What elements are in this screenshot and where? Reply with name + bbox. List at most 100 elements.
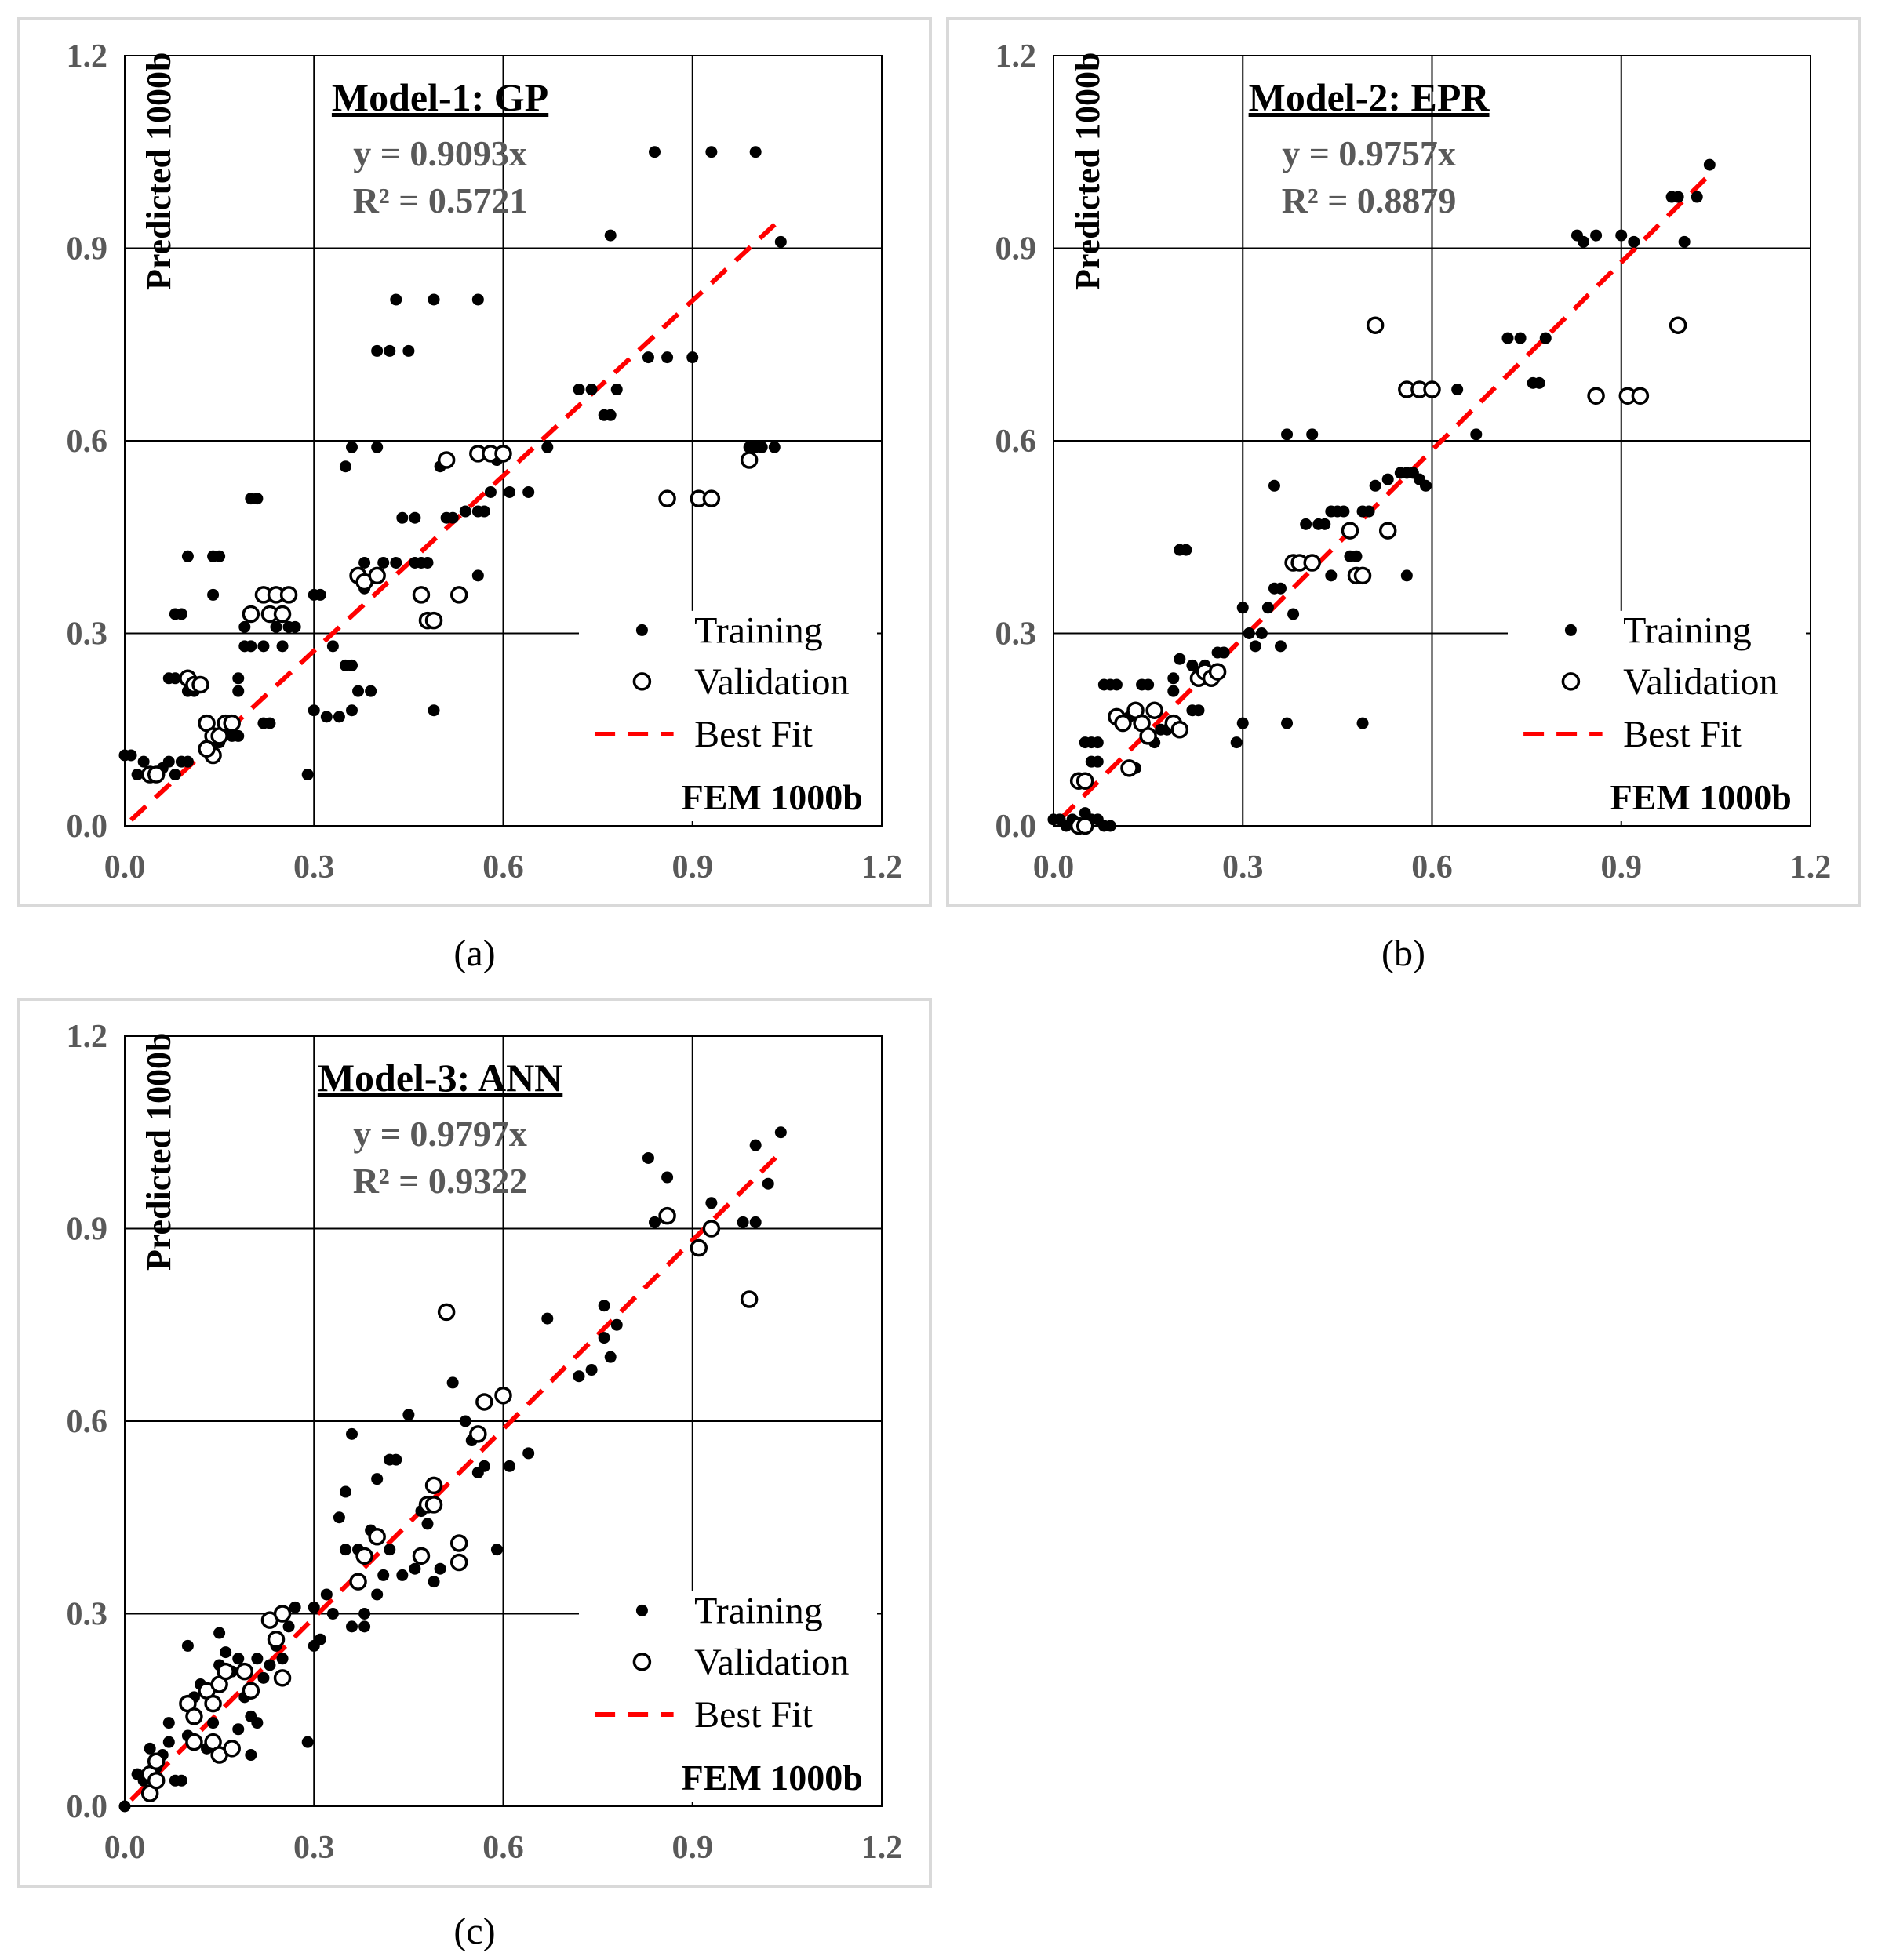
training-point <box>402 344 415 357</box>
training-point <box>434 1562 446 1575</box>
validation-point <box>1145 701 1163 719</box>
validation-point <box>437 1303 456 1322</box>
training-point <box>1300 518 1312 530</box>
training-point <box>1672 191 1684 203</box>
training-point <box>686 351 699 364</box>
legend-training-marker <box>635 1604 648 1616</box>
validation-point <box>449 1553 468 1572</box>
r-squared-value: R² = 0.9322 <box>353 1161 528 1201</box>
training-point <box>1539 332 1552 344</box>
validation-point <box>494 445 512 463</box>
training-point <box>339 460 351 473</box>
chart-title: Model-2: EPR <box>1249 75 1490 119</box>
training-point <box>541 1312 554 1325</box>
training-point <box>604 409 617 421</box>
regression-equation: y = 0.9093x <box>353 133 527 173</box>
training-point <box>346 659 358 671</box>
y-tick-label: 1.2 <box>995 38 1037 75</box>
validation-point <box>1423 380 1441 398</box>
training-point <box>1319 518 1331 530</box>
training-point <box>162 1736 175 1748</box>
training-point <box>175 608 187 620</box>
training-point <box>598 1300 610 1312</box>
training-point <box>371 1473 384 1485</box>
training-point <box>301 1736 314 1748</box>
caption-c: (c) <box>453 1911 496 1952</box>
training-point <box>541 441 554 453</box>
x-tick-label: 1.2 <box>861 1830 903 1866</box>
training-point <box>333 711 345 723</box>
training-point <box>522 485 535 498</box>
regression-equation: y = 0.9757x <box>1282 133 1456 173</box>
training-point <box>238 620 251 633</box>
training-point <box>1142 678 1155 691</box>
y-tick-label: 0.0 <box>67 809 108 845</box>
training-point <box>207 1717 220 1729</box>
training-point <box>1470 428 1483 441</box>
training-point <box>774 235 787 248</box>
training-point <box>358 556 371 569</box>
r-squared-value: R² = 0.8879 <box>1282 180 1457 220</box>
training-series <box>118 146 787 781</box>
training-point <box>384 1544 396 1556</box>
training-point <box>137 755 150 768</box>
validation-point <box>1075 816 1094 835</box>
training-point <box>1091 736 1104 749</box>
training-point <box>1678 235 1691 248</box>
validation-point <box>191 675 209 694</box>
best-fit-line <box>1057 173 1712 822</box>
training-point <box>1230 736 1243 749</box>
training-point <box>1451 384 1464 396</box>
y-tick-label: 1.2 <box>67 1019 108 1055</box>
training-point <box>390 556 402 569</box>
training-point <box>326 1608 339 1620</box>
validation-point <box>1341 522 1359 540</box>
validation-point <box>267 1630 286 1649</box>
chart-title: Model-3: ANN <box>318 1056 562 1100</box>
validation-point <box>1631 387 1650 405</box>
training-series <box>1047 158 1716 832</box>
training-point <box>232 1653 245 1665</box>
x-tick-label: 0.9 <box>672 849 714 885</box>
training-point <box>1192 704 1205 717</box>
validation-point <box>1303 554 1321 572</box>
legend-background <box>579 1591 877 1802</box>
legend-background <box>1508 610 1806 821</box>
plot-frame <box>1053 55 1811 827</box>
training-point <box>245 1749 257 1762</box>
training-point <box>705 1197 718 1209</box>
training-point <box>181 755 194 768</box>
training-point <box>1350 550 1363 562</box>
training-point <box>642 351 654 364</box>
legend-training-marker <box>635 624 648 636</box>
training-point <box>649 146 661 158</box>
validation-point <box>147 765 166 784</box>
training-point <box>144 1742 156 1755</box>
training-point <box>755 441 768 453</box>
x-tick-label: 0.3 <box>293 849 335 885</box>
training-point <box>207 588 220 601</box>
training-point <box>220 1646 232 1659</box>
training-point <box>1255 627 1268 639</box>
validation-point <box>273 1669 292 1687</box>
legend-validation-marker <box>632 672 652 691</box>
y-tick-label: 0.9 <box>995 231 1037 267</box>
validation-point <box>449 1534 468 1552</box>
training-point <box>1236 717 1249 729</box>
x-tick-label: 0.0 <box>1033 849 1075 885</box>
training-point <box>276 1653 289 1665</box>
x-tick-label: 0.0 <box>104 1830 146 1866</box>
training-point <box>737 1216 749 1228</box>
training-point <box>232 685 245 697</box>
training-point <box>264 717 276 729</box>
training-point <box>232 672 245 685</box>
training-point <box>320 1588 333 1601</box>
y-tick-label: 0.0 <box>995 809 1037 845</box>
validation-point <box>368 566 386 585</box>
training-point <box>308 1601 320 1613</box>
validation-point <box>217 1662 235 1681</box>
validation-point <box>1378 522 1397 540</box>
training-point <box>396 511 409 524</box>
training-point <box>346 1620 358 1633</box>
validation-point <box>198 740 216 758</box>
